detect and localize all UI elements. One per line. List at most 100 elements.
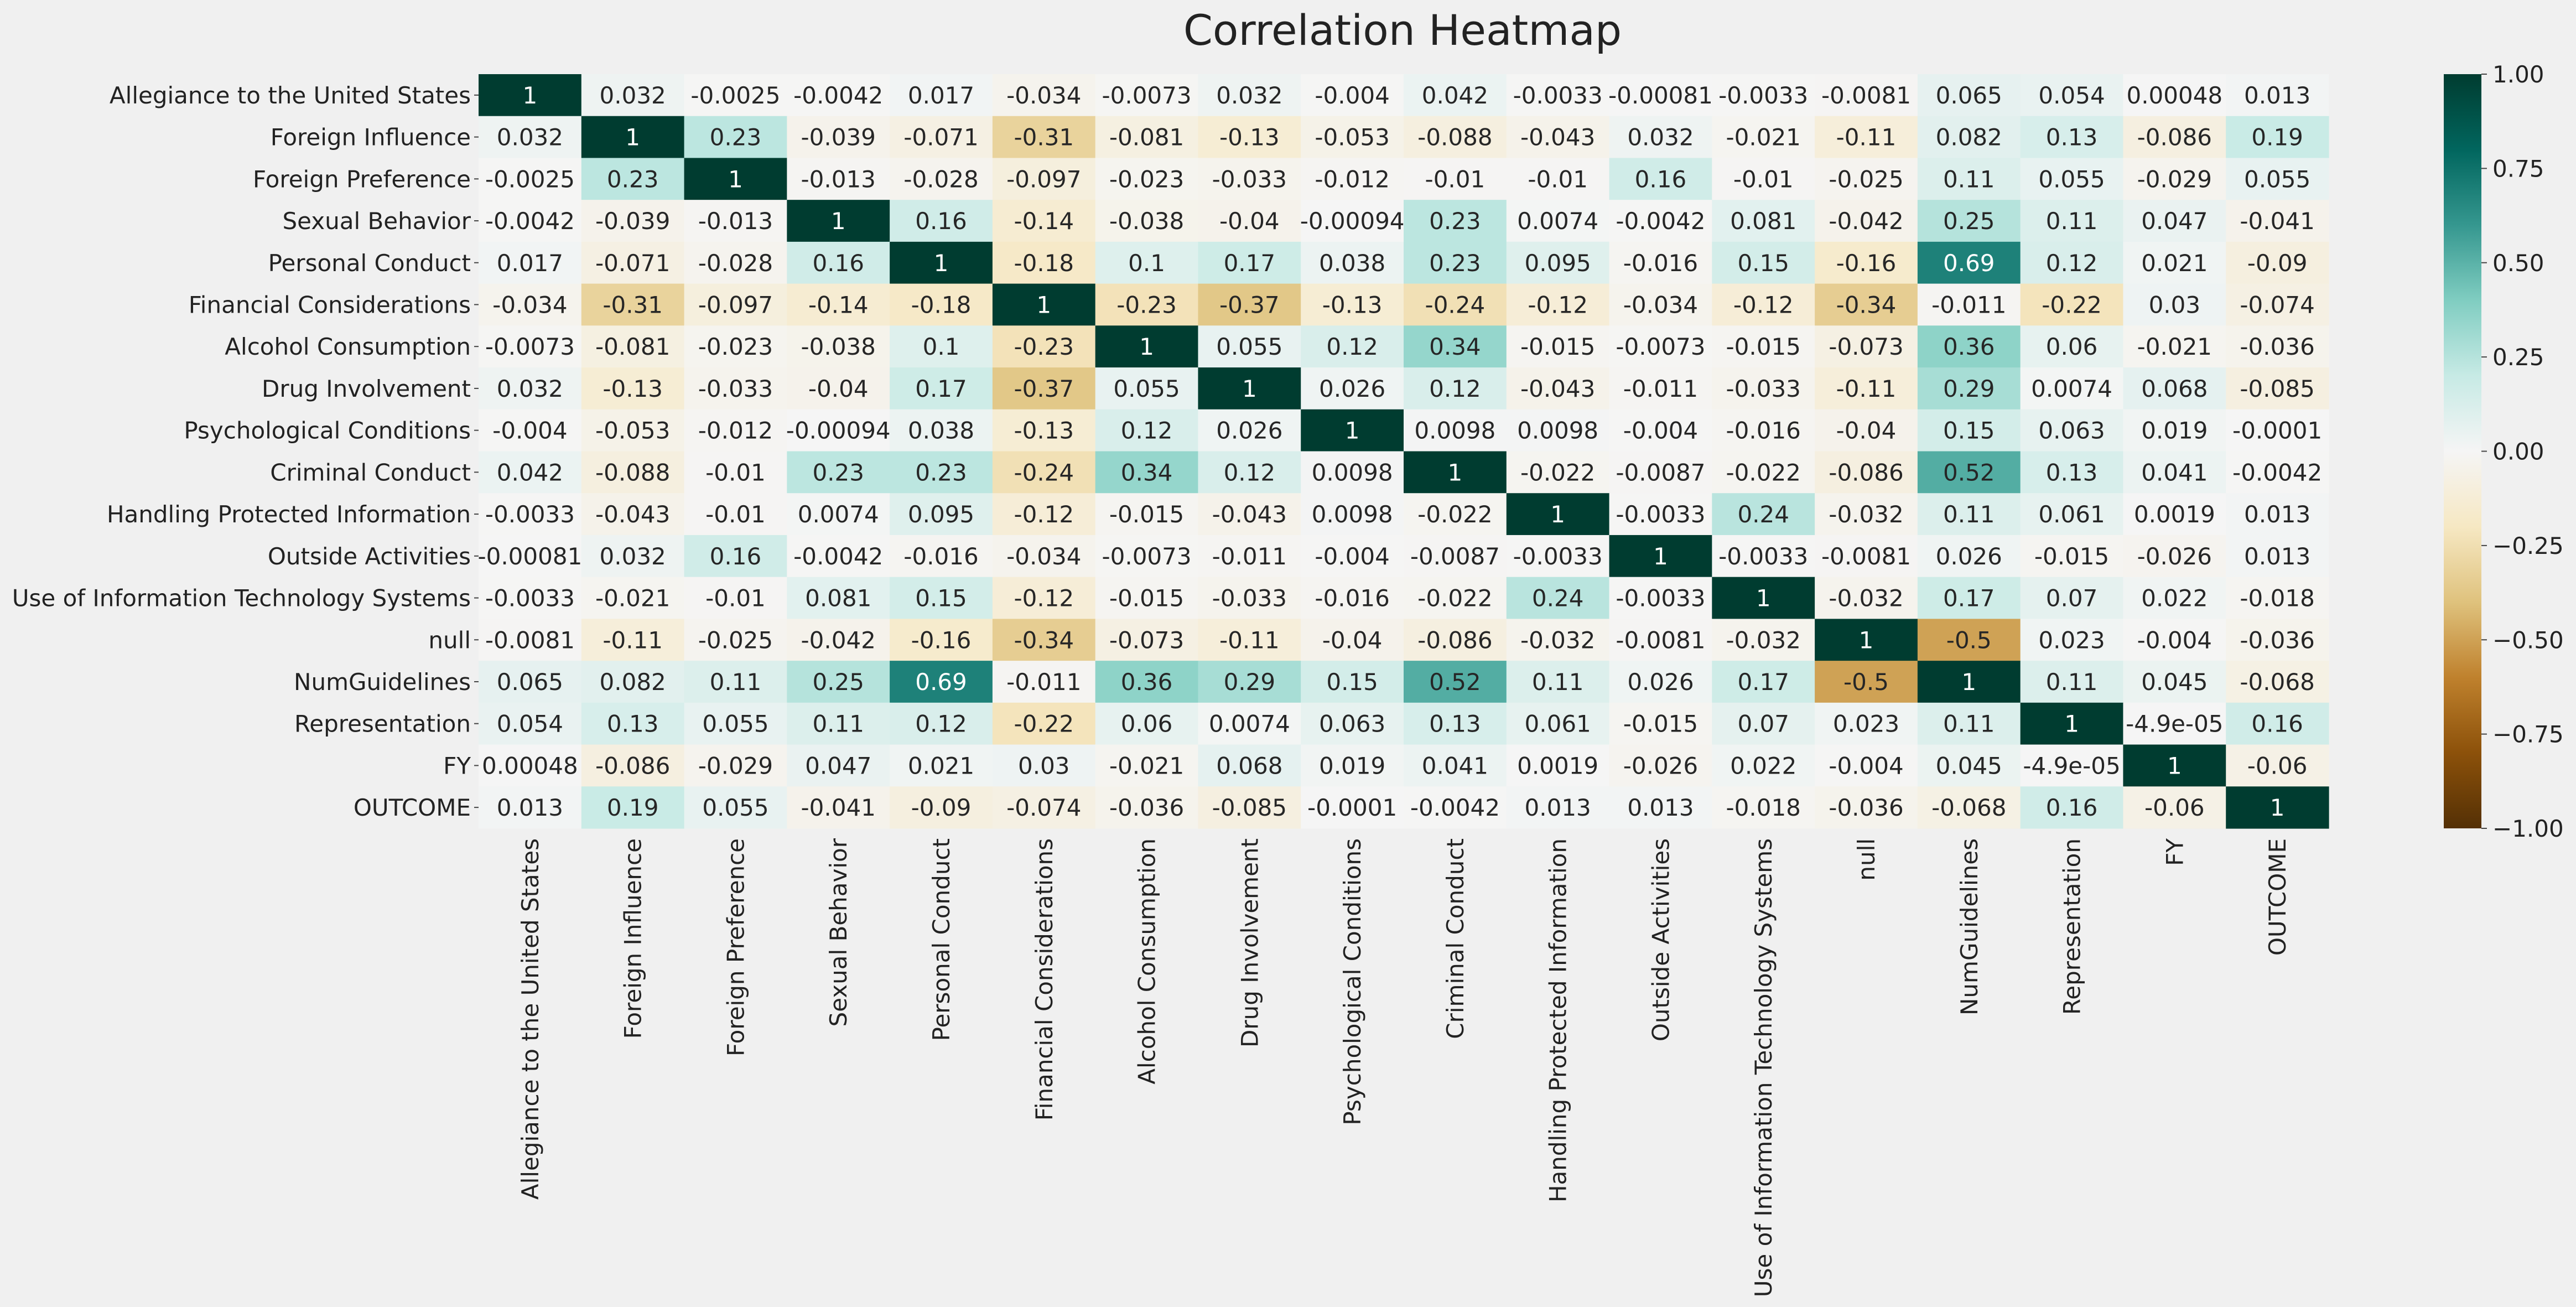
heatmap-cell-value: -0.0033 [485,585,575,612]
heatmap-cell [684,493,787,536]
heatmap-cell-value: -0.036 [1109,794,1184,821]
heatmap-cell [2020,661,2124,703]
heatmap-cell [1095,786,1199,829]
heatmap-cell [2123,409,2226,452]
heatmap-cell-value: -0.034 [1006,82,1081,109]
heatmap-cell-value: -0.016 [1623,250,1698,277]
heatmap-cell-value: -0.31 [1014,124,1074,151]
x-tick-label: Sexual Behavior [825,838,852,1026]
heatmap-cell-value: 0.055 [702,710,768,738]
heatmap-cell-value: -0.5 [1843,668,1889,696]
y-axis-tick-labels: Allegiance to the United States Foreign I… [12,82,479,821]
heatmap-cell-value: -0.0042 [793,82,883,109]
heatmap-cell-value: -0.085 [1212,794,1287,821]
heatmap-cell [479,577,582,619]
heatmap-cell-value: 0.12 [1326,333,1378,360]
heatmap-cell-value: -0.12 [1014,585,1074,612]
heatmap-cell-value: 0.063 [2038,417,2105,444]
heatmap-cell-value: 0.041 [2141,459,2208,486]
heatmap-cell [479,702,582,745]
heatmap-cell-value: -0.0001 [2232,417,2322,444]
heatmap-cell-value: -0.038 [801,333,876,360]
heatmap-cell-value: 0.25 [1943,208,1995,235]
heatmap-cell [1198,744,1301,787]
heatmap-cell [581,283,685,326]
heatmap-cell [1404,158,1507,200]
heatmap-cell [2123,200,2226,242]
heatmap-cell-value: -0.12 [1733,291,1794,318]
heatmap-cell-value: 0.0074 [798,501,879,528]
heatmap-cell [1815,241,1918,284]
heatmap-cell [2020,493,2124,536]
heatmap-cell-value: -0.033 [1212,585,1287,612]
heatmap-cell [1301,283,1404,326]
heatmap-cell [787,702,890,745]
heatmap-cell-value: 1 [831,208,846,235]
heatmap-cell-value: 0.023 [1833,710,1899,738]
heatmap-cell [2123,493,2226,536]
heatmap-cell-value: -0.0033 [1513,543,1603,570]
heatmap-cell [890,241,993,284]
heatmap-cell [581,702,685,745]
heatmap-cell-value: 0.021 [2141,250,2208,277]
heatmap-cell-value: 0.022 [1730,752,1796,779]
heatmap-cell-value: 0.082 [1936,124,2002,151]
heatmap-cell [1506,367,1610,410]
heatmap-cell-value: 0.13 [2046,459,2098,486]
heatmap-cell [1609,200,1712,242]
heatmap-cell-value: -0.24 [1425,291,1486,318]
heatmap-cell-value: -0.012 [698,417,773,444]
heatmap-cell [1301,744,1404,787]
heatmap-cell [1095,325,1199,368]
heatmap-cell-value: 0.25 [812,668,864,696]
y-tick-label: Handling Protected Information [107,501,471,528]
heatmap-cell [684,786,787,829]
heatmap-cell [1815,535,1918,578]
heatmap-cell [1301,158,1404,200]
heatmap-cell-value: 0.065 [497,668,563,696]
heatmap-cell [1815,744,1918,787]
heatmap-cell [1404,325,1507,368]
heatmap-cell [684,577,787,619]
heatmap-cell [2123,367,2226,410]
heatmap-cell [1609,158,1712,200]
heatmap-cell-value: -0.015 [2034,543,2109,570]
heatmap-cell [1609,241,1712,284]
heatmap-cell [1301,535,1404,578]
x-tick-label: NumGuidelines [1956,838,1983,1015]
y-tick-label: null [428,626,471,653]
heatmap-cell-value: -0.033 [698,375,773,402]
heatmap-cell-value: 0.013 [2244,543,2310,570]
heatmap-cell-value: -0.11 [603,626,663,653]
heatmap-cell [1404,409,1507,452]
heatmap-cell-value: 0.06 [2046,333,2098,360]
heatmap-cell-value: -0.032 [1726,626,1801,653]
heatmap-annotations: 1 0.032 -0.0025 -0.0042 0.017 -0.034 -0.0073 0.… [477,82,2322,821]
heatmap-cell [2226,619,2329,661]
heatmap-cell [1095,661,1199,703]
heatmap-cell-value: -0.071 [903,124,978,151]
heatmap-cell [1712,241,1815,284]
heatmap-cell-value: 0.042 [1422,82,1488,109]
heatmap-cell-value: 0.11 [812,710,864,738]
heatmap-cell-value: 0.07 [1737,710,1789,738]
heatmap-cell-value: 0.16 [2046,794,2098,821]
y-tick-label: Alcohol Consumption [225,333,471,360]
heatmap-cell [2020,367,2124,410]
heatmap-cell-value: -0.00081 [1608,82,1713,109]
heatmap-cell-value: -0.015 [1520,333,1595,360]
heatmap-cell [1815,619,1918,661]
heatmap-cell [1712,744,1815,787]
heatmap-cell [1301,493,1404,536]
heatmap-cell-value: 0.021 [908,752,974,779]
heatmap-cell-value: 0.11 [1532,668,1584,696]
heatmap-cell [479,786,582,829]
heatmap-cell-value: 1 [1242,375,1257,402]
heatmap-cell-value: -0.12 [1528,291,1588,318]
heatmap-cell [1712,786,1815,829]
heatmap-cell-value: -0.0042 [1410,794,1500,821]
heatmap-cell [581,200,685,242]
y-tick-label: Allegiance to the United States [110,82,471,109]
heatmap-cell-value: -0.034 [1623,291,1698,318]
heatmap-cell [1917,367,2021,410]
